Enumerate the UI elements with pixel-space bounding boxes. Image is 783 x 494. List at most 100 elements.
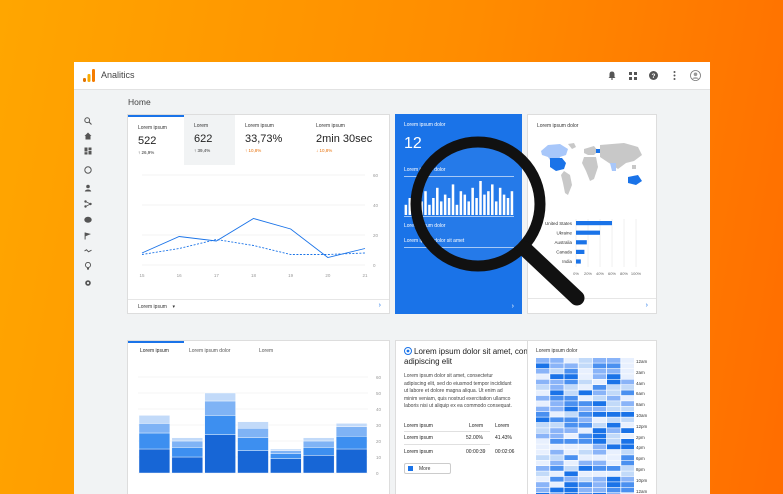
x-tick-label: 17: [214, 273, 220, 278]
heatmap-cell: [578, 368, 592, 374]
divider: [528, 298, 656, 299]
stacked-bar-segment: [270, 450, 302, 454]
heatmap-cell: [607, 487, 621, 493]
gear-icon[interactable]: [84, 279, 92, 287]
stacked-bar-segment: [171, 440, 203, 448]
heatmap-cell: [592, 395, 607, 401]
time-label: 12pm: [636, 423, 648, 429]
tab-lorem[interactable]: Lorem: [259, 348, 274, 354]
heatmap-cell: [564, 466, 578, 471]
metric-bounce-rate[interactable]: Lorem ipsum 33,73% ↑ 10,8%: [235, 115, 305, 165]
heatmap-cell: [550, 385, 564, 390]
heatmap-cell: [564, 395, 578, 401]
stacked-bar-segment: [204, 392, 236, 402]
heatmap-cell: [564, 476, 578, 482]
trend-icon[interactable]: [84, 247, 92, 255]
chevron-right-icon[interactable]: ›: [645, 302, 648, 309]
time-label: 2am: [636, 369, 645, 375]
heatmap-cell: [578, 444, 592, 450]
heatmap-cell: [607, 363, 621, 369]
heatmap-cell: [564, 422, 578, 428]
time-label: 12am: [636, 488, 648, 494]
time-label: 4pm: [636, 445, 645, 451]
heatmap-cell: [592, 455, 607, 460]
heatmap-cell: [578, 433, 592, 439]
dashboard-icon[interactable]: [84, 147, 92, 155]
stacked-bar-segment: [204, 415, 236, 435]
geo-title: Lorem ipsum dolor: [537, 123, 579, 129]
heatmap-cell: [578, 412, 592, 417]
heatmap-cell: [564, 433, 578, 439]
heatmap-cell: [621, 439, 634, 444]
heatmap-cell: [564, 449, 578, 455]
chat-icon[interactable]: [84, 216, 92, 224]
heatmap-cell: [592, 406, 607, 412]
user-icon[interactable]: [84, 184, 92, 192]
bell-icon[interactable]: [605, 69, 618, 82]
heatmap-cell: [592, 422, 607, 428]
heatmap-cell: [564, 487, 578, 493]
heatmap-cell: [592, 412, 607, 417]
stacked-bar-segment: [335, 426, 368, 437]
share-icon[interactable]: [84, 200, 92, 208]
help-icon[interactable]: ?: [647, 69, 660, 82]
magnifier-icon: [410, 136, 585, 306]
heatmap-cell: [578, 401, 592, 406]
stacked-bar-segment: [303, 440, 335, 448]
home-icon[interactable]: [84, 132, 92, 140]
metric-session-duration[interactable]: Lorem ipsum 2min 30sec ↓ 10,8%: [306, 115, 389, 165]
heatmap-cell: [621, 363, 634, 369]
heatmap-cell: [607, 428, 621, 433]
heatmap-cell: [621, 422, 634, 428]
more-vert-icon[interactable]: [668, 69, 681, 82]
heatmap-cell: [621, 460, 634, 466]
lightbulb-icon[interactable]: [84, 262, 92, 270]
y-tick-label: 0: [373, 263, 376, 268]
heatmap-cell: [592, 379, 607, 385]
heatmap-cell: [564, 471, 578, 477]
stacked-bar-segment: [270, 453, 302, 459]
time-label: 6am: [636, 391, 645, 397]
search-icon[interactable]: [84, 117, 92, 125]
series-line-dashed: [141, 239, 366, 255]
time-label: 10pm: [636, 477, 648, 483]
heatmap-cell: [607, 476, 621, 482]
tab-lorem-ipsum[interactable]: Lorem ipsum: [140, 348, 169, 354]
world-map-icon: [541, 143, 642, 195]
heatmap-cell: [578, 449, 592, 455]
apps-icon[interactable]: [626, 69, 639, 82]
realtime-icon[interactable]: [84, 166, 92, 174]
heatmap-cell: [536, 401, 550, 406]
x-tick-label: 15: [139, 273, 145, 278]
more-button[interactable]: More: [404, 463, 451, 474]
flag-icon[interactable]: [84, 232, 92, 240]
divider: [404, 247, 514, 248]
series-line: [141, 218, 366, 258]
chevron-right-icon[interactable]: ›: [511, 303, 514, 310]
heatmap-cell: [621, 358, 634, 363]
heatmap-cell: [536, 385, 550, 390]
realtime-bar: [502, 194, 506, 215]
stacked-bar-segment: [171, 437, 203, 442]
table-row: Lorem ipsum 52.00% 41.43%: [404, 433, 512, 443]
row-c1: 52.00%: [466, 435, 483, 441]
heatmap-grid: [536, 358, 634, 494]
metric-users[interactable]: Lorem ipsum 522 ↑ 26,9%: [128, 115, 184, 165]
chevron-right-icon[interactable]: ›: [378, 302, 381, 309]
metric-sessions[interactable]: Lorem 622 ↑ 39,4%: [184, 115, 235, 165]
heatmap-cell: [621, 385, 634, 390]
heatmap-cell: [564, 385, 578, 390]
date-range-select[interactable]: Lorem ipsum ▾: [138, 304, 175, 310]
heatmap-cell: [550, 417, 564, 423]
heatmap-cell: [536, 476, 550, 482]
account-icon[interactable]: [689, 69, 702, 82]
caret-down-icon: ▾: [172, 304, 175, 310]
y-tick-label: 0: [376, 471, 379, 476]
tab-lorem-ipsum-dolor[interactable]: Lorem ipsum dolor: [189, 348, 231, 354]
row-c2: 00:02:06: [495, 449, 515, 455]
heatmap-cell: [564, 368, 578, 374]
x-tick-label: 21: [362, 273, 368, 278]
heatmap-cell: [607, 401, 621, 406]
heatmap-cell: [621, 379, 634, 385]
geo-bar: [576, 240, 587, 245]
